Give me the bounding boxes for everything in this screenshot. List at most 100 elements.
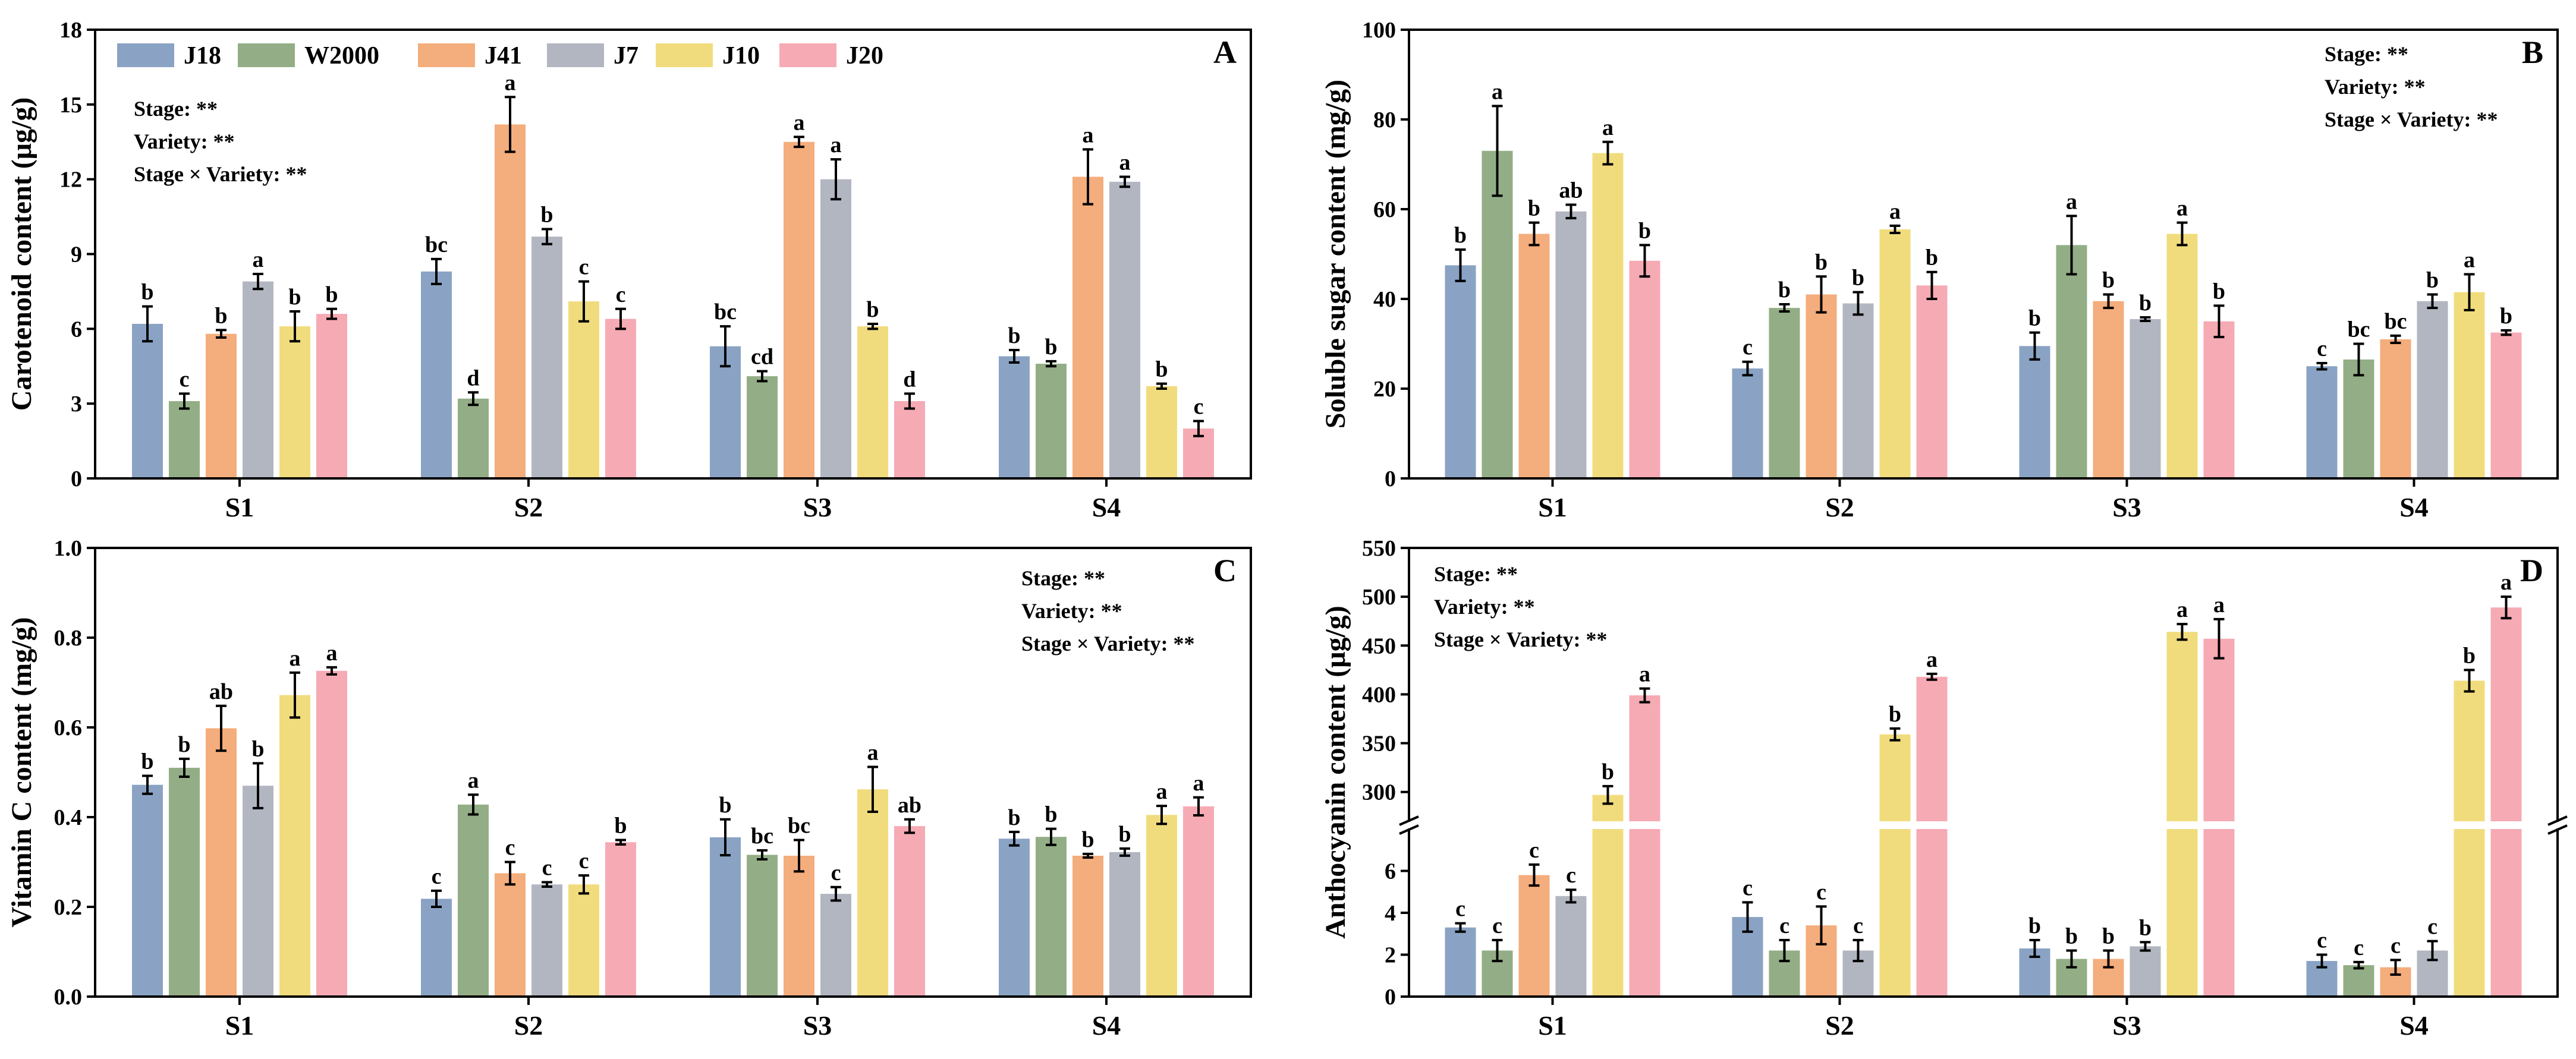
y-tick-label: 40 xyxy=(1373,287,1396,312)
bar-j41-s3 xyxy=(784,855,814,997)
bar-j41-s4 xyxy=(2380,339,2411,478)
x-tick-label-s4: S4 xyxy=(2399,1010,2429,1041)
x-tick-label-s4: S4 xyxy=(1092,492,1121,522)
bar-w2000-s1 xyxy=(169,401,200,478)
bar-j41-s1 xyxy=(1518,234,1550,478)
bar-w2000-s2 xyxy=(1769,308,1800,478)
significance-letter-j7-s3: a xyxy=(831,133,842,157)
plot-frame xyxy=(1408,29,2559,480)
bar-j10-s4 xyxy=(2454,680,2485,997)
significance-letter-j41-s1: b xyxy=(1528,196,1540,221)
bar-j20-s1 xyxy=(316,314,347,478)
legend-swatch-j18 xyxy=(117,43,174,67)
bar-j10-s2 xyxy=(568,884,599,997)
y-tick-label: 1.0 xyxy=(54,536,83,561)
significance-letter-j10-s3: a xyxy=(867,740,879,765)
significance-letter-j10-s3: a xyxy=(2176,196,2188,221)
significance-letter-w2000-s3: bc xyxy=(751,824,773,849)
axis-break-gap-j10-s1 xyxy=(1590,821,1625,829)
significance-letter-j41-s2: c xyxy=(1816,880,1826,904)
stats-annotation: Stage: ** xyxy=(134,97,218,121)
y-tick-label: 550 xyxy=(1362,536,1396,561)
bar-j7-s3 xyxy=(2130,946,2161,997)
significance-letter-j18-s3: b xyxy=(719,793,731,818)
bar-w2000-s3 xyxy=(2056,245,2087,478)
significance-letter-j20-s4: a xyxy=(2500,570,2512,595)
significance-letter-j20-s4: c xyxy=(1194,395,1204,420)
bar-j10-s2 xyxy=(1879,734,1911,997)
stats-annotation: Stage × Variety: ** xyxy=(1434,628,1607,651)
axis-break-gap-j20-s3 xyxy=(2201,821,2237,829)
y-tick-label: 9 xyxy=(71,242,82,267)
bar-j18-s1 xyxy=(1445,265,1476,478)
stats-annotation: Stage: ** xyxy=(1434,562,1518,586)
significance-letter-w2000-s1: a xyxy=(1492,79,1503,104)
bar-w2000-s3 xyxy=(747,376,778,478)
axis-break-gap-right xyxy=(2553,822,2562,828)
bar-j41-s2 xyxy=(495,124,526,478)
x-tick-label-s3: S3 xyxy=(2112,492,2141,522)
bar-j20-s1 xyxy=(1629,260,1660,478)
significance-letter-j20-s2: c xyxy=(616,282,626,307)
significance-letter-j7-s3: c xyxy=(831,861,841,885)
significance-letter-j7-s3: b xyxy=(2139,915,2152,940)
x-tick-label-s4: S4 xyxy=(1092,1010,1121,1041)
significance-letter-j41-s4: bc xyxy=(2385,309,2407,334)
y-tick-label: 0 xyxy=(1385,985,1396,1010)
y-tick-label: 100 xyxy=(1362,18,1396,43)
significance-letter-j20-s2: b xyxy=(1926,245,1938,270)
axis-break-gap-j10-s4 xyxy=(2452,821,2487,829)
significance-letter-j10-s2: a xyxy=(1889,199,1901,224)
bar-w2000-s1 xyxy=(169,767,200,997)
axis-break-gap-j20-s2 xyxy=(1914,821,1949,829)
bar-j7-s3 xyxy=(820,894,851,997)
bar-j7-s4 xyxy=(2417,301,2448,478)
y-tick-label: 500 xyxy=(1362,585,1396,610)
significance-letter-j7-s1: b xyxy=(251,736,264,761)
stats-annotation: Stage: ** xyxy=(2325,42,2408,66)
significance-letter-j20-s2: b xyxy=(614,814,627,839)
x-tick-label-s1: S1 xyxy=(225,492,254,522)
significance-letter-j10-s4: b xyxy=(1155,357,1168,382)
y-tick-label: 6 xyxy=(1385,859,1396,884)
significance-letter-j18-s3: bc xyxy=(714,300,737,324)
significance-letter-j18-s3: b xyxy=(2028,306,2041,331)
bar-j20-s4 xyxy=(1183,806,1214,997)
bar-j7-s1 xyxy=(243,281,273,478)
bar-j18-s3 xyxy=(2019,346,2050,478)
significance-letter-j20-s3: d xyxy=(903,367,916,392)
significance-letter-j41-s3: b xyxy=(2102,267,2115,292)
legend-swatch-j41 xyxy=(418,43,475,67)
stats-annotation: Variety: ** xyxy=(1434,595,1535,619)
y-tick-label: 0.6 xyxy=(54,716,83,740)
x-tick-label-s3: S3 xyxy=(803,492,832,522)
legend-label-j10: J10 xyxy=(722,42,760,70)
bar-j10-s2 xyxy=(568,301,599,478)
significance-letter-j10-s1: b xyxy=(1602,759,1614,784)
x-tick-label-s2: S2 xyxy=(514,492,543,522)
significance-letter-j7-s1: ab xyxy=(1559,178,1583,203)
bar-j20-s1 xyxy=(316,670,347,997)
significance-letter-j18-s4: c xyxy=(2317,336,2327,361)
bar-j18-s4 xyxy=(999,839,1030,997)
bar-j7-s4 xyxy=(1109,181,1140,478)
significance-letter-w2000-s2: b xyxy=(1778,278,1791,302)
bar-j41-s4 xyxy=(1072,855,1103,997)
significance-letter-j10-s1: b xyxy=(288,285,301,310)
bar-j18-s1 xyxy=(132,323,163,478)
significance-letter-j18-s1: c xyxy=(1455,897,1465,922)
bar-w2000-s4 xyxy=(2343,359,2374,478)
significance-letter-w2000-s1: c xyxy=(180,367,190,392)
legend-swatch-j10 xyxy=(656,43,713,67)
bar-j7-s1 xyxy=(1555,896,1587,997)
significance-letter-j41-s4: a xyxy=(1083,122,1094,147)
bar-j41-s1 xyxy=(1518,875,1550,997)
bar-j41-s3 xyxy=(784,141,814,478)
bar-j10-s4 xyxy=(1146,386,1177,478)
stats-annotation: Stage: ** xyxy=(1021,566,1105,590)
y-tick-label: 20 xyxy=(1373,377,1396,402)
bar-j18-s1 xyxy=(132,784,163,997)
significance-letter-j18-s1: b xyxy=(141,749,153,774)
significance-letter-j7-s4: a xyxy=(1119,150,1131,175)
